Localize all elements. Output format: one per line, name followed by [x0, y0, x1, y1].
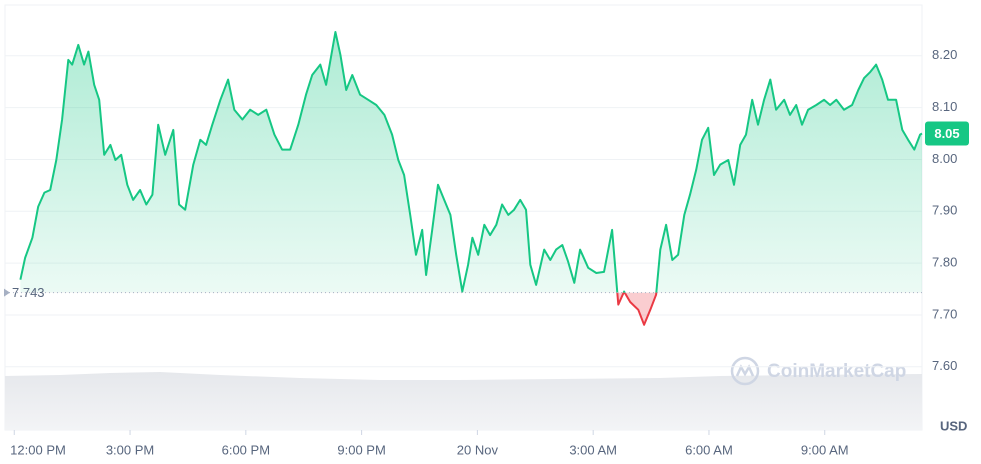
baseline-marker [4, 288, 10, 297]
x-tick-label: 3:00 PM [106, 442, 154, 457]
x-tick-label: 9:00 PM [337, 442, 385, 457]
watermark-text: CoinMarketCap [767, 361, 906, 382]
x-tick-label: 6:00 PM [222, 442, 270, 457]
y-tick-label: 7.80 [932, 255, 957, 270]
baseline-label: 7.743 [12, 285, 45, 300]
area-up [20, 32, 922, 293]
y-tick-label: 8.20 [932, 47, 957, 62]
watermark: CoinMarketCap [730, 356, 906, 386]
y-tick-label: 8.10 [932, 99, 957, 114]
x-tick-label: 20 Nov [457, 442, 499, 457]
y-axis-label: USD [940, 418, 967, 433]
x-tick-label: 6:00 AM [685, 442, 733, 457]
volume-area [5, 372, 922, 430]
current-price-box [925, 121, 969, 146]
y-tick-label: 7.60 [932, 358, 957, 373]
price-line-up [19, 31, 923, 293]
x-tick-label: 12:00 PM [10, 442, 66, 457]
x-tick-label: 3:00 AM [569, 442, 617, 457]
y-tick-label: 8.00 [932, 151, 957, 166]
current-price-label: 8.05 [934, 126, 959, 141]
y-tick-label: 7.70 [932, 306, 957, 321]
y-tick-label: 7.90 [932, 203, 957, 218]
x-tick-label: 9:00 AM [801, 442, 849, 457]
